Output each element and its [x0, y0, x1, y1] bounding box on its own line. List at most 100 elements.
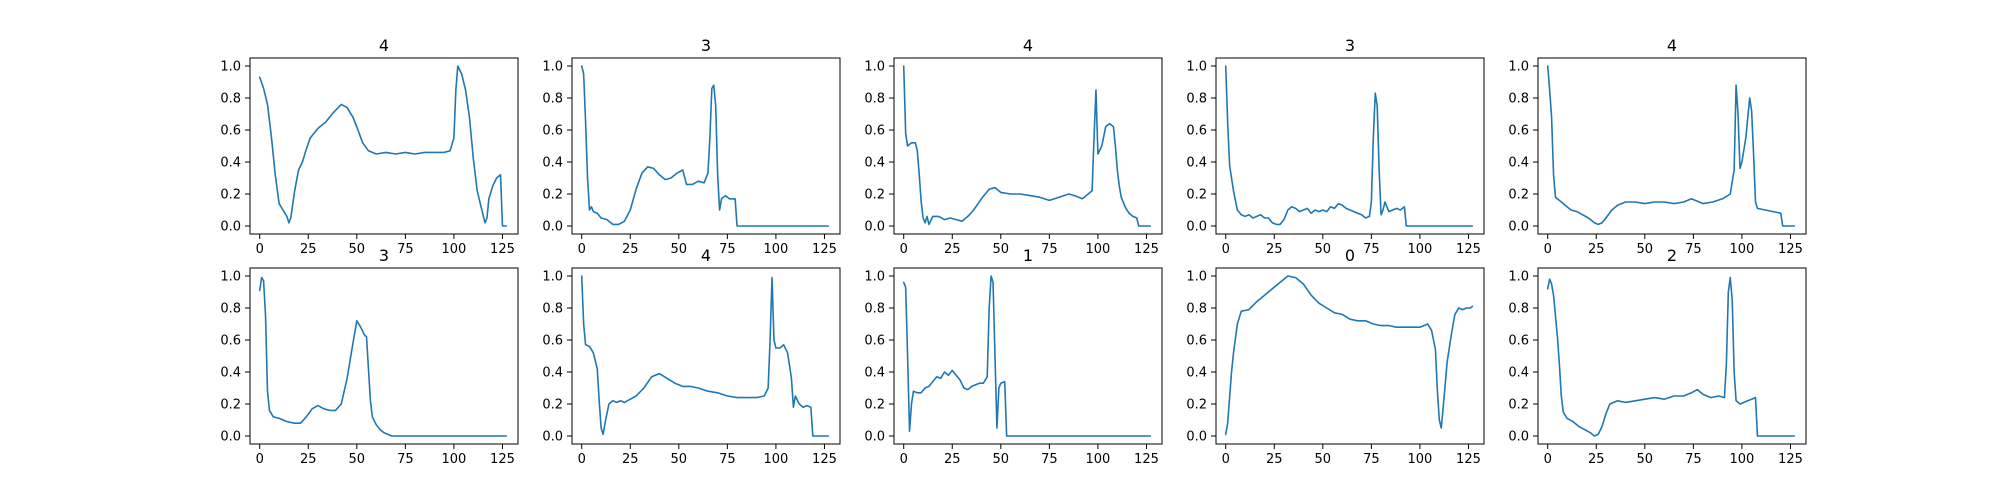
x-tick-label: 75 — [1685, 452, 1702, 467]
x-tick-label: 75 — [1041, 452, 1058, 467]
axes-frame — [1215, 57, 1485, 235]
x-tick-label: 0 — [900, 242, 908, 257]
axes-frame — [893, 267, 1163, 445]
x-tick-label: 100 — [1407, 242, 1432, 257]
axes-frame — [571, 267, 841, 445]
x-tick-label: 100 — [1407, 452, 1432, 467]
x-tick-label: 0 — [1544, 242, 1552, 257]
subplot-title: 4 — [1023, 36, 1033, 55]
y-tick-label: 1.0 — [864, 270, 885, 285]
series-line — [1546, 276, 1796, 437]
y-tick-label: 1.0 — [220, 60, 241, 75]
y-tick-label: 0.0 — [220, 220, 241, 235]
y-tick-label: 0.0 — [542, 220, 563, 235]
x-tick-label: 0 — [256, 452, 264, 467]
subplot-4: 0 25 50 75 100 125 0.0 0.2 0.4 0.6 0.8 1.0 3 — [1186, 36, 1485, 257]
y-tick-label: 0.4 — [1186, 366, 1207, 381]
y-tick-label: 0.4 — [1508, 156, 1529, 171]
y-tick-label: 0.2 — [1186, 188, 1207, 203]
x-tick-label: 50 — [349, 452, 366, 467]
x-tick-label: 25 — [300, 242, 317, 257]
axes-frame — [571, 57, 841, 235]
subplot-title: 0 — [1345, 246, 1355, 265]
y-tick-label: 0.8 — [542, 302, 563, 317]
x-tick-label: 75 — [1363, 452, 1380, 467]
y-tick-label: 0.4 — [864, 156, 885, 171]
x-tick-label: 50 — [671, 242, 688, 257]
axes-frame — [1537, 267, 1807, 445]
y-tick-label: 0.8 — [220, 92, 241, 107]
y-tick-label: 0.6 — [1508, 124, 1529, 139]
y-tick-label: 0.0 — [220, 430, 241, 445]
y-tick-label: 0.2 — [542, 188, 563, 203]
y-tick-label: 0.0 — [864, 430, 885, 445]
x-tick-label: 75 — [1363, 242, 1380, 257]
y-tick-label: 0.2 — [1186, 398, 1207, 413]
y-tick-label: 0.8 — [864, 302, 885, 317]
x-tick-label: 50 — [349, 242, 366, 257]
y-tick-label: 0.6 — [542, 334, 563, 349]
y-tick-label: 0.6 — [1508, 334, 1529, 349]
y-tick-label: 0.8 — [1508, 92, 1529, 107]
y-tick-label: 0.8 — [1186, 302, 1207, 317]
y-tick-label: 0.4 — [864, 366, 885, 381]
x-tick-label: 50 — [671, 452, 688, 467]
series-line — [580, 275, 830, 437]
subplot-5: 0 25 50 75 100 125 0.0 0.2 0.4 0.6 0.8 1.0 4 — [1508, 36, 1807, 257]
x-tick-label: 75 — [719, 452, 736, 467]
x-tick-label: 100 — [1085, 452, 1110, 467]
x-tick-label: 125 — [1778, 242, 1803, 257]
subplot-7: 0 25 50 75 100 125 0.0 0.2 0.4 0.6 0.8 1.0 4 — [542, 246, 841, 467]
x-tick-label: 125 — [1134, 242, 1159, 257]
series-line — [580, 65, 830, 227]
y-tick-label: 0.2 — [864, 188, 885, 203]
subplot-title: 2 — [1667, 246, 1677, 265]
series-line — [902, 275, 1152, 437]
subplot-title: 3 — [701, 36, 711, 55]
x-tick-label: 125 — [490, 452, 515, 467]
x-tick-label: 25 — [1588, 452, 1605, 467]
subplot-title: 4 — [701, 246, 711, 265]
series-line — [1224, 65, 1474, 227]
x-tick-label: 75 — [1685, 242, 1702, 257]
x-tick-label: 50 — [1637, 242, 1654, 257]
series-line — [1224, 275, 1474, 436]
x-tick-label: 25 — [1266, 242, 1283, 257]
y-tick-label: 0.4 — [220, 366, 241, 381]
y-tick-label: 0.6 — [220, 334, 241, 349]
x-tick-label: 125 — [1778, 452, 1803, 467]
y-tick-label: 0.0 — [542, 430, 563, 445]
x-tick-label: 25 — [300, 452, 317, 467]
y-tick-label: 0.6 — [1186, 334, 1207, 349]
subplot-10: 0 25 50 75 100 125 0.0 0.2 0.4 0.6 0.8 1.0 2 — [1508, 246, 1807, 467]
x-tick-label: 125 — [490, 242, 515, 257]
x-tick-label: 100 — [441, 242, 466, 257]
x-tick-label: 125 — [812, 242, 837, 257]
x-tick-label: 75 — [719, 242, 736, 257]
x-tick-label: 75 — [1041, 242, 1058, 257]
x-tick-label: 125 — [1134, 452, 1159, 467]
y-tick-label: 0.4 — [1186, 156, 1207, 171]
axes-frame — [1215, 267, 1485, 445]
axes-frame — [893, 57, 1163, 235]
subplot-8: 0 25 50 75 100 125 0.0 0.2 0.4 0.6 0.8 1.0 1 — [864, 246, 1163, 467]
x-tick-label: 100 — [763, 452, 788, 467]
x-tick-label: 75 — [397, 242, 414, 257]
axes-frame — [1537, 57, 1807, 235]
y-tick-label: 0.8 — [1186, 92, 1207, 107]
y-tick-label: 0.6 — [864, 124, 885, 139]
x-tick-label: 125 — [1456, 452, 1481, 467]
y-tick-label: 0.4 — [542, 366, 563, 381]
x-tick-label: 100 — [763, 242, 788, 257]
y-tick-label: 1.0 — [864, 60, 885, 75]
x-tick-label: 100 — [1729, 452, 1754, 467]
x-tick-label: 125 — [812, 452, 837, 467]
y-tick-label: 0.0 — [1186, 430, 1207, 445]
y-tick-label: 0.6 — [1186, 124, 1207, 139]
x-tick-label: 25 — [944, 242, 961, 257]
y-tick-label: 0.8 — [1508, 302, 1529, 317]
x-tick-label: 0 — [1544, 452, 1552, 467]
y-tick-label: 1.0 — [542, 270, 563, 285]
x-tick-label: 50 — [1637, 452, 1654, 467]
series-line — [1546, 65, 1796, 227]
